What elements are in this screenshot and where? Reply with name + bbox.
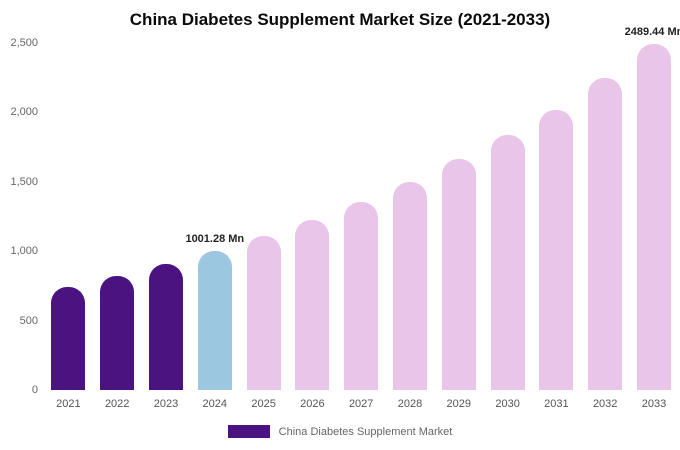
- chart-title: China Diabetes Supplement Market Size (2…: [129, 10, 551, 29]
- x-axis-tick-label: 2031: [544, 398, 569, 410]
- x-axis-tick-label: 2025: [251, 398, 276, 410]
- legend: China Diabetes Supplement Market: [0, 425, 680, 438]
- bar-2028: [393, 181, 427, 390]
- bar-2031: [539, 110, 574, 390]
- bar-2026: [295, 219, 330, 390]
- x-axis-tick-label: 2033: [641, 398, 667, 410]
- bar-2021: [51, 287, 86, 390]
- y-axis-tick-label: 500: [19, 314, 38, 327]
- bar-2030: [490, 134, 525, 390]
- x-axis-tick-label: 2032: [592, 398, 618, 410]
- bar-2032: [588, 77, 623, 390]
- x-axis-tick-label: 2024: [202, 398, 228, 410]
- y-axis-tick-label: 2,000: [10, 106, 38, 119]
- x-axis-tick-label: 2027: [348, 398, 374, 410]
- x-axis-tick-label: 2028: [397, 398, 423, 410]
- y-axis-tick-label: 0: [31, 384, 38, 396]
- y-axis-tick-label: 1,000: [10, 245, 38, 258]
- legend-label: China Diabetes Supplement Market: [278, 425, 453, 438]
- bar-2023: [149, 264, 183, 390]
- y-axis-tick-label: 2,500: [10, 37, 38, 49]
- x-axis-tick-label: 2022: [104, 398, 130, 410]
- x-axis-tick-label: 2029: [446, 398, 472, 410]
- bar-2033: [637, 44, 671, 390]
- bar-2027: [344, 201, 379, 390]
- bar-2022: [100, 276, 135, 390]
- x-axis-tick-label: 2023: [153, 398, 179, 410]
- bar-2024: [197, 251, 232, 390]
- data-label: 2489.44 Mn: [624, 26, 680, 39]
- bar-2029: [441, 159, 476, 390]
- x-axis-tick-label: 2021: [56, 398, 81, 410]
- bar-2025: [246, 236, 281, 390]
- legend-swatch: [227, 425, 270, 438]
- y-axis-tick-label: 1,500: [10, 175, 38, 188]
- x-axis-tick-label: 2026: [300, 398, 325, 410]
- data-label: 1001.28 Mn: [185, 233, 245, 246]
- x-axis-tick-label: 2030: [495, 398, 520, 410]
